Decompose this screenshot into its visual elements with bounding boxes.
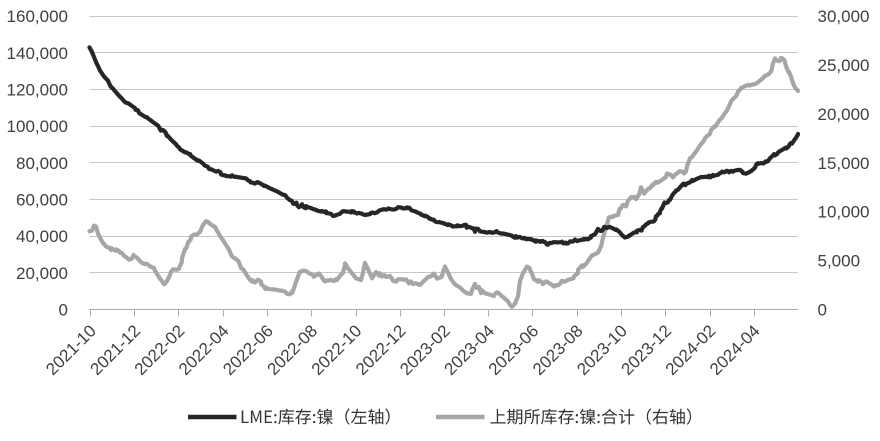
svg-text:140,000: 140,000 — [7, 44, 68, 63]
svg-text:0: 0 — [59, 301, 68, 320]
svg-text:25,000: 25,000 — [818, 56, 870, 75]
svg-text:20,000: 20,000 — [16, 264, 68, 283]
svg-text:15,000: 15,000 — [818, 154, 870, 173]
svg-text:160,000: 160,000 — [7, 7, 68, 26]
svg-text:30,000: 30,000 — [818, 7, 870, 26]
svg-text:60,000: 60,000 — [16, 191, 68, 210]
svg-text:40,000: 40,000 — [16, 227, 68, 246]
svg-text:120,000: 120,000 — [7, 81, 68, 100]
svg-text:20,000: 20,000 — [818, 105, 870, 124]
svg-text:5,000: 5,000 — [818, 252, 861, 271]
svg-text:10,000: 10,000 — [818, 203, 870, 222]
svg-text:0: 0 — [818, 301, 827, 320]
svg-text:100,000: 100,000 — [7, 117, 68, 136]
svg-text:80,000: 80,000 — [16, 154, 68, 173]
